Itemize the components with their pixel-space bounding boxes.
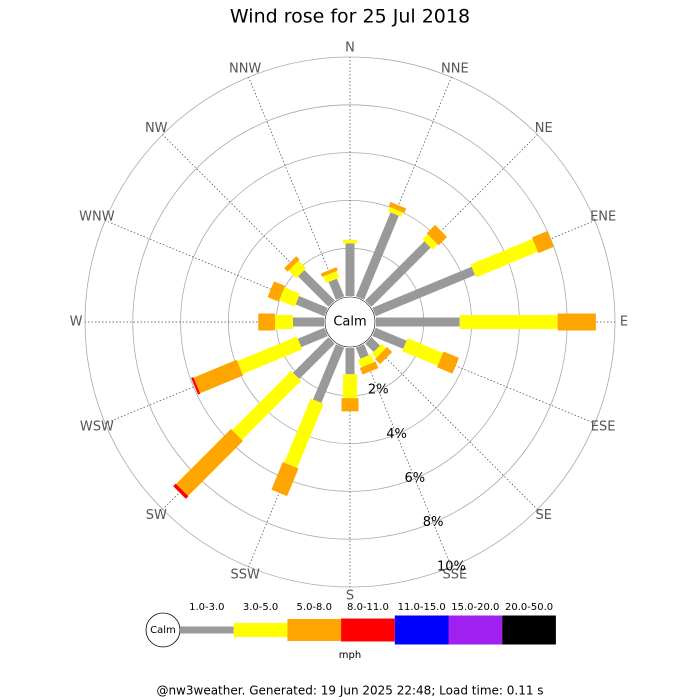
- bar-segment: [388, 206, 404, 217]
- legend-label: 20.0-50.0: [505, 602, 553, 613]
- direction-label: SW: [146, 508, 167, 523]
- legend-label: 1.0-3.0: [189, 602, 224, 613]
- bar-segment: [355, 212, 399, 300]
- labels: N NNE NE ENE E ESE SE SSE S SSW SW WSW W WNW NW NNW 2% 4%…: [70, 41, 629, 604]
- bar-segment: [284, 398, 324, 468]
- calm-circle: [324, 296, 376, 348]
- r-tick-label: 2%: [368, 383, 389, 398]
- legend-swatch: [180, 626, 234, 634]
- bar-segment: [176, 429, 243, 496]
- calm-label: Calm: [333, 315, 366, 330]
- legend-label: 3.0-5.0: [243, 602, 278, 613]
- bar-segment: [237, 336, 303, 375]
- bar-segment: [258, 313, 276, 331]
- footer: @nw3weather. Generated: 19 Jun 2025 22:4…: [156, 684, 543, 698]
- bar-segment: [388, 201, 407, 213]
- legend-unit: mph: [339, 650, 361, 661]
- r-tick-label: 10%: [437, 559, 466, 574]
- legend-label: 15.0-20.0: [451, 602, 499, 613]
- bar-segment: [437, 351, 459, 374]
- bar-segment: [298, 270, 335, 307]
- r-tick-label: 8%: [423, 515, 444, 530]
- bar-segment: [173, 483, 189, 499]
- direction-label: NNE: [441, 61, 469, 76]
- bar-segment: [422, 234, 438, 250]
- bar-segment: [372, 266, 476, 317]
- direction-label: WNW: [79, 210, 115, 225]
- direction-label: W: [70, 315, 83, 330]
- direction-label: NW: [145, 121, 168, 136]
- legend-swatch: [233, 623, 288, 637]
- chart-title: Wind rose for 25 Jul 2018: [230, 6, 470, 28]
- bar-segment: [470, 238, 538, 278]
- bar-segment: [402, 338, 443, 366]
- legend-swatch: [448, 615, 503, 645]
- bar-segment: [275, 315, 293, 329]
- direction-label: SE: [536, 508, 552, 523]
- bar-segment: [343, 374, 357, 399]
- bar-segment: [232, 370, 302, 440]
- bar-segment: [288, 260, 307, 279]
- bar-segment: [355, 344, 369, 359]
- bar-segment: [358, 354, 375, 368]
- spoke: [248, 77, 341, 299]
- bar-segment: [295, 296, 328, 317]
- spoke: [359, 345, 452, 567]
- r-tick-label: 4%: [386, 427, 407, 442]
- bar-segment: [426, 224, 448, 246]
- bar-segment: [328, 278, 345, 300]
- legend-swatch: [394, 615, 449, 645]
- bar-segment: [297, 327, 328, 348]
- bar-segment: [284, 256, 300, 272]
- direction-label: WSW: [80, 419, 114, 434]
- bar-segment: [191, 377, 201, 395]
- bar-segment: [359, 361, 379, 375]
- bar-segment: [375, 347, 393, 365]
- direction-label: NE: [535, 121, 553, 136]
- direction-label: ESE: [591, 419, 616, 434]
- bar-segment: [345, 243, 355, 296]
- bar-segment: [292, 337, 335, 380]
- bar-segment: [341, 398, 359, 412]
- legend-calm-label: Calm: [150, 625, 176, 636]
- legend-swatch: [341, 618, 395, 642]
- bar-segment: [531, 231, 554, 254]
- legend-label: 5.0-8.0: [297, 602, 332, 613]
- bar-segment: [371, 343, 387, 359]
- legend-swatch: [502, 615, 556, 645]
- direction-label: S: [346, 589, 354, 604]
- bar-segment: [365, 241, 431, 307]
- bar-segment: [345, 348, 355, 375]
- direction-label: ENE: [590, 210, 616, 225]
- direction-label: SSW: [230, 568, 260, 583]
- r-tick-label: 6%: [405, 471, 426, 486]
- bar-segment: [279, 287, 300, 307]
- bar-segment: [323, 271, 340, 283]
- legend-swatch: [287, 619, 342, 641]
- bar-segment: [313, 344, 345, 403]
- bar-segment: [372, 327, 407, 349]
- spoke: [368, 340, 538, 510]
- bar-segment: [292, 317, 324, 327]
- bar-segment: [459, 315, 558, 329]
- bar-segment: [320, 267, 338, 277]
- bar-segment: [376, 317, 460, 327]
- legend-label: 8.0-11.0: [347, 602, 389, 613]
- legend-label: 11.0-15.0: [398, 602, 446, 613]
- direction-label: SSE: [442, 568, 467, 583]
- bar-segment: [343, 239, 357, 244]
- legend: Calm mph 1.0-3.0 3.0-5.0 5.0-8.0 8.0-11.0 11…: [145, 602, 556, 661]
- bar-segment: [365, 337, 381, 353]
- direction-label: E: [620, 315, 628, 330]
- bar-segment: [271, 462, 299, 497]
- bar-segment: [557, 313, 596, 331]
- bar-segment: [193, 359, 244, 394]
- direction-label: N: [345, 41, 355, 56]
- direction-label: NNW: [229, 61, 261, 76]
- bar-segment: [267, 281, 286, 302]
- bars: [173, 201, 596, 499]
